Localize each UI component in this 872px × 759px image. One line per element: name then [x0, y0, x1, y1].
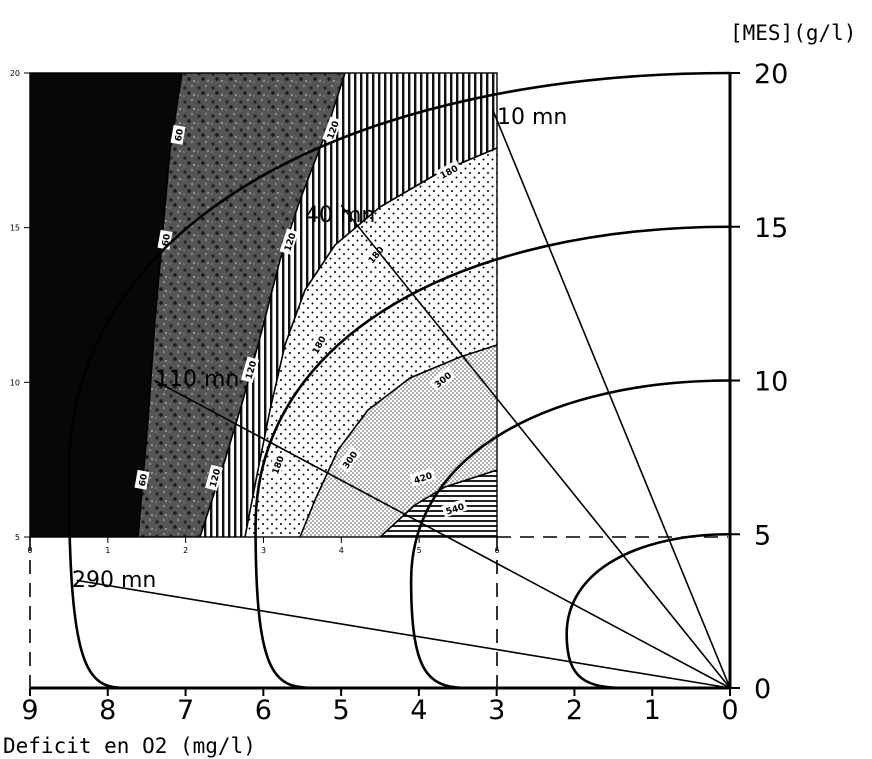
mes-curve-20: [67, 71, 731, 690]
inset-map: 60 60 60 120 120 120 120 180 180 180 180…: [30, 73, 497, 537]
bottom-tick-label-9: 9: [21, 695, 38, 726]
inset-x-ticks: 0123456: [27, 537, 500, 555]
inset-x-tick-label-1: 1: [105, 546, 110, 555]
time-label-290mn: 290 mn: [72, 568, 156, 593]
inset-y-tick-label-5: 5: [15, 533, 20, 542]
inset-y-tick-label-10: 10: [10, 378, 20, 387]
right-axis-ticks: 0 5 10 15 20: [730, 59, 788, 705]
time-line-40-mn: [340, 204, 731, 689]
inset-x-tick-label-3: 3: [261, 546, 266, 555]
bottom-axis-label: Deficit en O2 (mg/l): [3, 734, 256, 758]
iso-label-60c: 60: [138, 473, 150, 487]
bottom-tick-label-8: 8: [99, 695, 116, 726]
inset-x-tick-label-5: 5: [417, 546, 422, 555]
bottom-tick-label-2: 2: [566, 695, 583, 726]
right-tick-label-10: 10: [754, 367, 788, 398]
inset-x-tick-label-2: 2: [183, 546, 188, 555]
iso-label-120d: 120: [209, 468, 224, 489]
bottom-tick-label-3: 3: [488, 695, 505, 726]
time-label-110mn: 110 mn: [155, 367, 239, 392]
bottom-tick-label-0: 0: [721, 695, 738, 726]
right-tick-label-5: 5: [754, 520, 771, 551]
iso-label-120c: 120: [245, 360, 260, 381]
right-tick-label-15: 15: [754, 213, 788, 244]
inset-y-ticks: 5 10 15 20: [10, 69, 30, 542]
time-line-290-mn: [76, 579, 731, 689]
mes-curve-5: [565, 532, 731, 690]
time-line-110-mn: [154, 379, 731, 689]
bottom-tick-label-4: 4: [410, 695, 427, 726]
bottom-axis-ticks: 9 8 7 6 5 4 3 2 1 0: [21, 688, 739, 726]
inset-y-tick-label-20: 20: [10, 69, 20, 78]
inset-y-tick-label-15: 15: [10, 224, 20, 233]
time-label-40mn: 40 mn: [305, 203, 375, 228]
time-label-10mn: 10 mn: [497, 105, 567, 130]
bottom-tick-label-7: 7: [177, 695, 194, 726]
zone-below-60: [30, 73, 182, 537]
right-axis-label: [MES](g/l): [730, 21, 856, 45]
bottom-tick-label-6: 6: [255, 695, 272, 726]
right-tick-label-20: 20: [754, 59, 788, 90]
bottom-tick-label-1: 1: [644, 695, 661, 726]
inset-x-tick-label-4: 4: [339, 546, 344, 555]
time-lines: [76, 109, 731, 689]
time-line-10-mn: [492, 109, 731, 689]
bottom-tick-label-5: 5: [333, 695, 350, 726]
right-tick-label-0: 0: [754, 674, 771, 705]
iso-label-60a: 60: [174, 128, 186, 142]
